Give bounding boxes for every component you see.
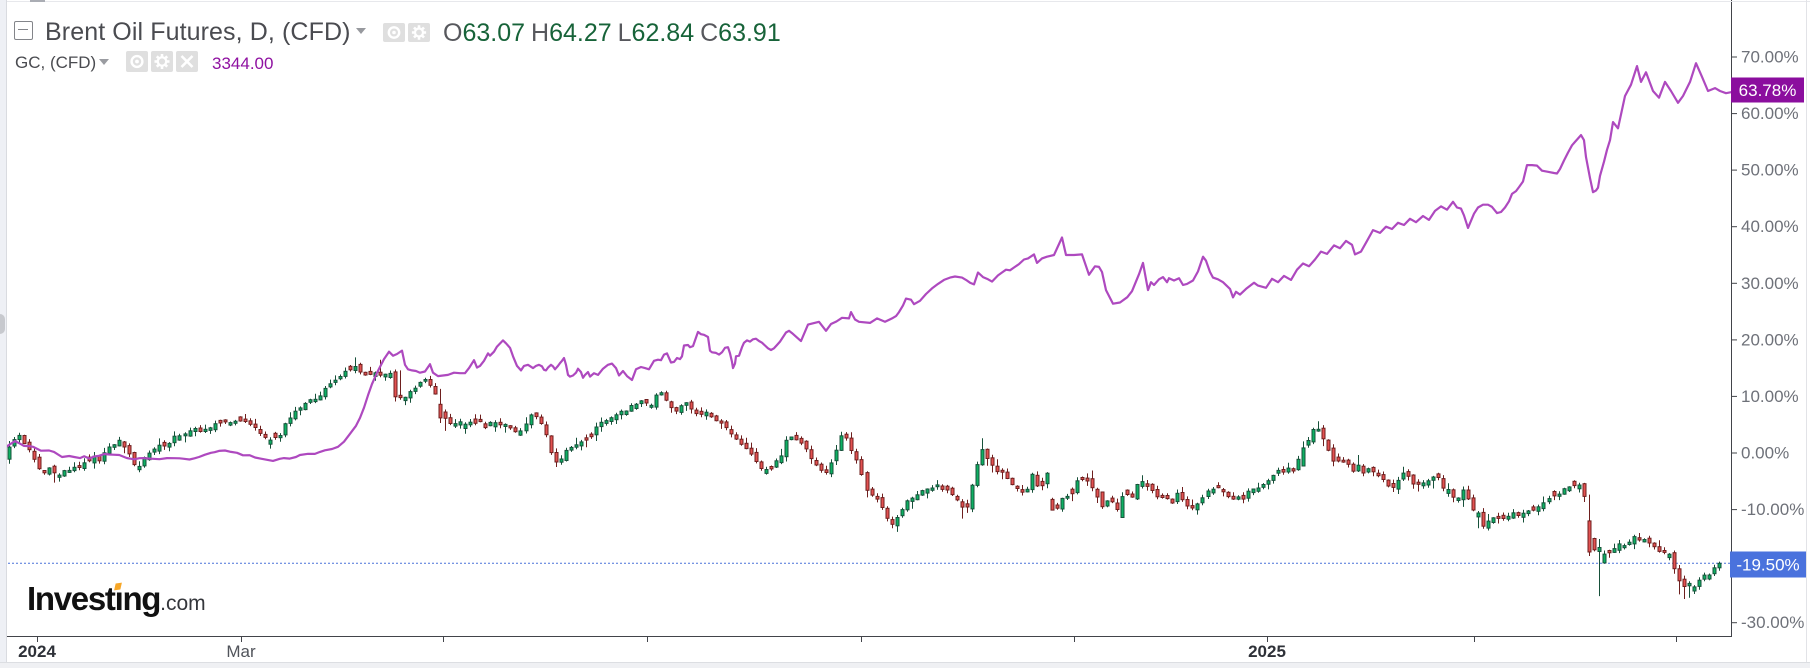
svg-text:2025: 2025 [1248,642,1286,661]
svg-text:0.00%: 0.00% [1741,444,1789,463]
svg-text:-19.50%: -19.50% [1736,556,1799,575]
svg-text:40.00%: 40.00% [1741,217,1799,236]
svg-text:63.78%: 63.78% [1739,81,1797,100]
svg-text:2024: 2024 [18,642,56,661]
svg-text:-10.00%: -10.00% [1741,500,1804,519]
svg-text:Mar: Mar [226,642,256,661]
svg-text:30.00%: 30.00% [1741,274,1799,293]
svg-text:70.00%: 70.00% [1741,48,1799,67]
svg-text:50.00%: 50.00% [1741,161,1799,180]
svg-text:20.00%: 20.00% [1741,330,1799,349]
svg-text:60.00%: 60.00% [1741,104,1799,123]
svg-text:-30.00%: -30.00% [1741,613,1804,632]
svg-text:10.00%: 10.00% [1741,387,1799,406]
